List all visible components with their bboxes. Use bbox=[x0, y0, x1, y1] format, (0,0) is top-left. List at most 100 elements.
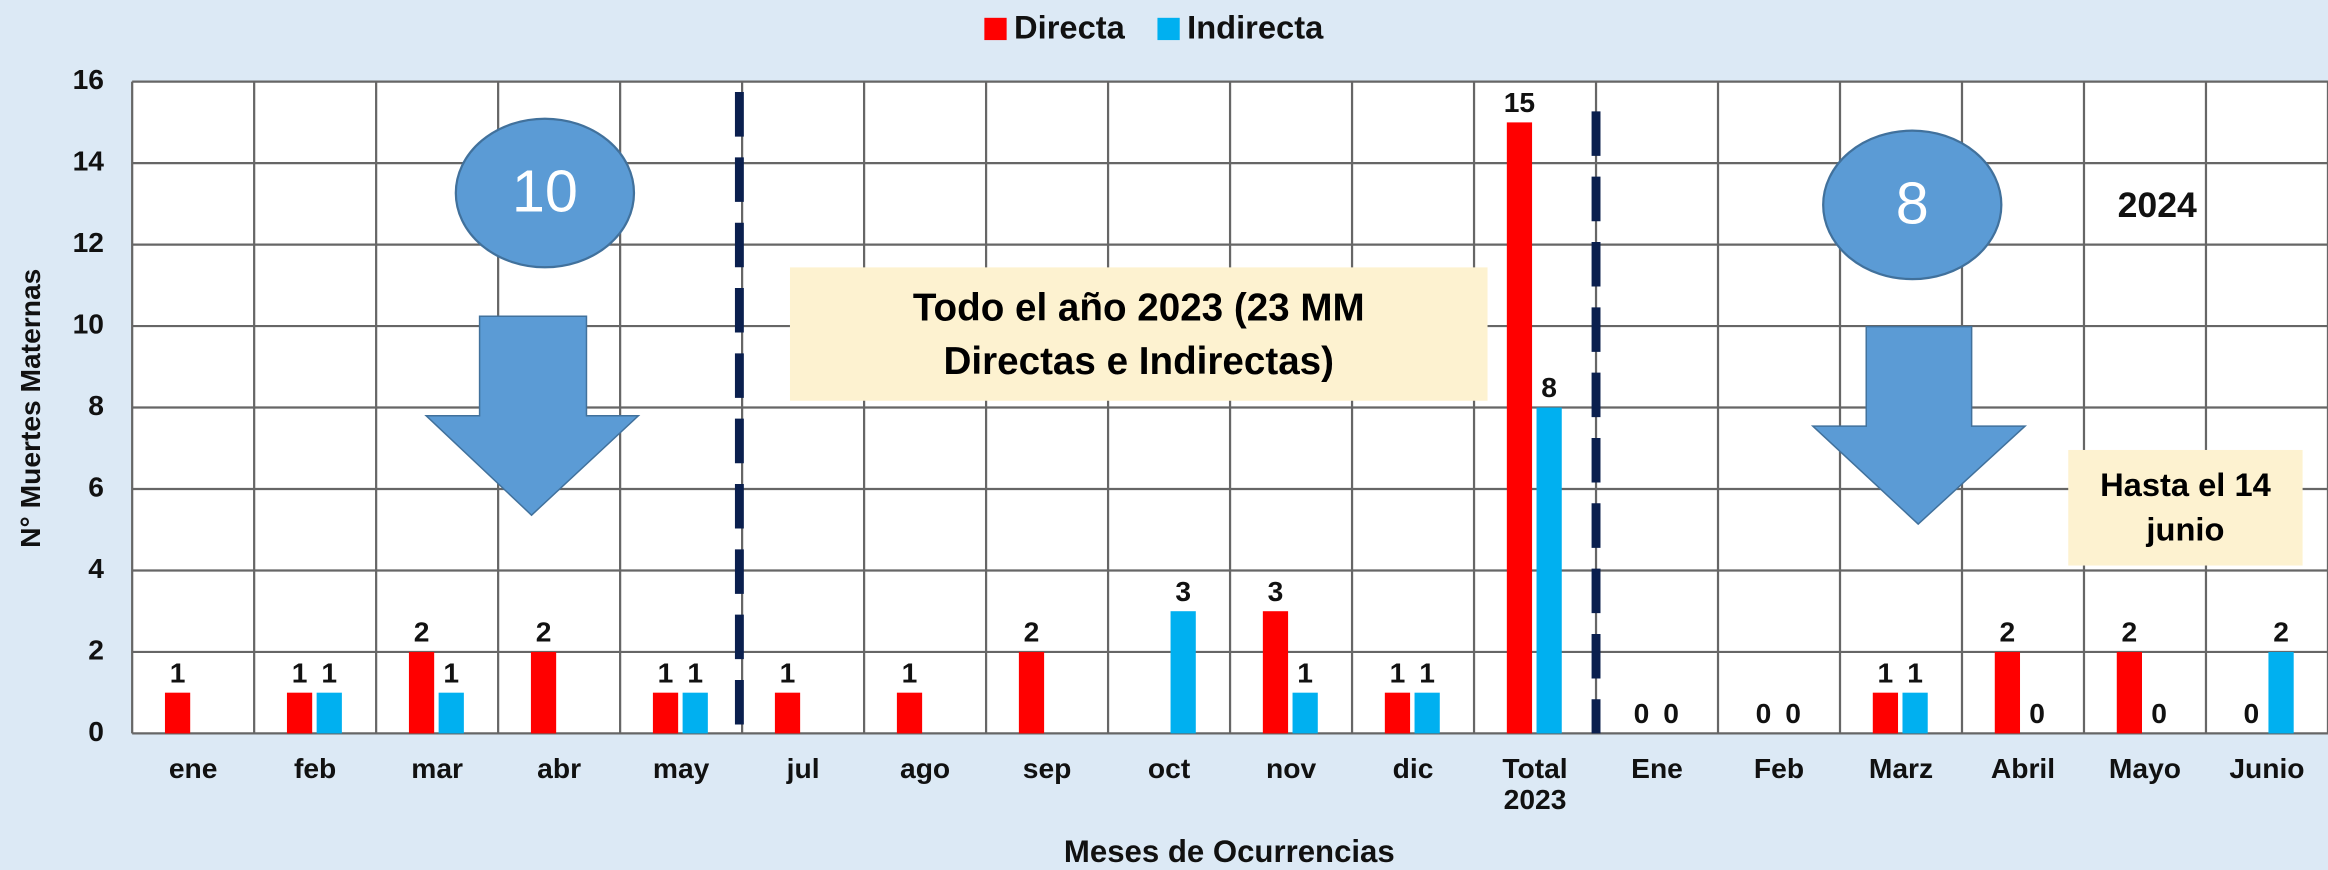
value-label: 1 bbox=[170, 656, 186, 688]
value-label: 0 bbox=[2244, 697, 2260, 729]
value-label: 0 bbox=[2029, 697, 2045, 729]
x-tick-label: mar bbox=[411, 754, 463, 786]
legend-swatch bbox=[984, 17, 1007, 41]
bar bbox=[682, 692, 708, 734]
bar bbox=[1536, 407, 1562, 734]
x-tick-label: Junio bbox=[2229, 754, 2305, 786]
value-label: 1 bbox=[1907, 656, 1923, 688]
x-tick: ene bbox=[168, 754, 218, 786]
annotation: 10 bbox=[512, 158, 578, 225]
x-tick-label: jul bbox=[786, 754, 820, 786]
bar bbox=[286, 692, 313, 734]
bar bbox=[1018, 651, 1045, 734]
x-tick: Ene bbox=[1631, 754, 1683, 786]
bar bbox=[1292, 692, 1318, 734]
x-tick-label: Marz bbox=[1868, 754, 1934, 786]
value-label: 1 bbox=[780, 656, 796, 688]
value-label: 2 bbox=[1024, 616, 1040, 648]
value-label: 1 bbox=[321, 656, 337, 688]
x-tick: sep bbox=[1022, 754, 1072, 786]
x-tick-label: feb bbox=[293, 754, 337, 786]
note-box: Hasta el 14 junio bbox=[2068, 449, 2303, 566]
x-tick: oct bbox=[1147, 754, 1191, 786]
bar bbox=[2116, 651, 2143, 734]
value-label: 2 bbox=[536, 616, 552, 648]
value-label: 1 bbox=[1878, 656, 1894, 688]
x-tick-label: sep bbox=[1022, 754, 1072, 786]
x-tick: mar bbox=[411, 754, 463, 786]
x-tick-label: oct bbox=[1147, 754, 1191, 786]
x-tick: Abril bbox=[1990, 754, 2056, 786]
arrow bbox=[1810, 325, 2028, 526]
annotation: 2024 bbox=[2118, 185, 2197, 225]
value-label: 2 bbox=[2000, 616, 2016, 648]
value-label: 3 bbox=[1268, 575, 1284, 607]
x-tick-label: Total 2023 bbox=[1502, 754, 1568, 817]
value-label: 1 bbox=[687, 656, 703, 688]
x-tick-label: ago bbox=[900, 754, 951, 786]
x-tick: feb bbox=[293, 754, 337, 786]
x-tick: jul bbox=[786, 754, 820, 786]
note: Todo el año 2023 (23 MM Directas e Indir… bbox=[789, 267, 1488, 401]
x-tick: Feb bbox=[1753, 754, 1805, 786]
bar bbox=[408, 651, 435, 734]
value-label: 1 bbox=[1297, 656, 1313, 688]
bar bbox=[316, 692, 342, 734]
y-tick-label: 14 bbox=[73, 145, 105, 177]
y-tick-label: 10 bbox=[73, 308, 104, 340]
value-label: 1 bbox=[902, 656, 918, 688]
x-tick-label: Ene bbox=[1631, 754, 1683, 786]
value-label: 0 bbox=[2151, 697, 2167, 729]
bar bbox=[1170, 611, 1196, 734]
value-label: 2 bbox=[2273, 616, 2289, 648]
x-tick-label: Feb bbox=[1753, 754, 1805, 786]
y-tick-label: 16 bbox=[73, 63, 104, 95]
x-tick-label: nov bbox=[1265, 754, 1317, 786]
value-label: 3 bbox=[1175, 575, 1191, 607]
bubble bbox=[1822, 129, 2003, 281]
legend-swatch bbox=[1157, 17, 1180, 41]
legend-label: Indirecta bbox=[1187, 8, 1324, 45]
bar bbox=[2268, 651, 2294, 734]
value-label: 2 bbox=[2122, 616, 2138, 648]
x-axis-label: Meses de Ocurrencias bbox=[1064, 834, 1395, 869]
x-tick-label: Mayo bbox=[2108, 754, 2182, 786]
x-tick-label: dic bbox=[1392, 754, 1434, 786]
x-tick: ago bbox=[900, 754, 951, 786]
legend-label: Directa bbox=[1014, 8, 1126, 45]
x-tick-label: ene bbox=[168, 754, 218, 786]
y-tick-label: 2 bbox=[88, 633, 104, 665]
y-axis-label: N° Muertes Maternas bbox=[14, 269, 46, 548]
note-box: Todo el año 2023 (23 MM Directas e Indir… bbox=[789, 267, 1488, 401]
bar bbox=[1262, 611, 1289, 734]
x-tick: Total 2023 bbox=[1502, 754, 1568, 817]
value-label: 0 bbox=[1663, 697, 1679, 729]
value-label: 15 bbox=[1504, 86, 1535, 118]
x-tick-label: Abril bbox=[1990, 754, 2056, 786]
y-tick-label: 8 bbox=[88, 389, 104, 421]
value-label: 0 bbox=[1785, 697, 1801, 729]
bar bbox=[1872, 692, 1899, 734]
value-label: 2 bbox=[414, 616, 430, 648]
value-label: 1 bbox=[1390, 656, 1406, 688]
x-tick-label: may bbox=[652, 754, 710, 786]
arrow bbox=[424, 315, 641, 517]
bar bbox=[652, 692, 679, 734]
value-label: 1 bbox=[1419, 656, 1435, 688]
x-tick: abr bbox=[537, 754, 581, 785]
value-label: 1 bbox=[658, 656, 674, 688]
value-label: 1 bbox=[292, 656, 308, 688]
x-tick: Mayo bbox=[2108, 754, 2182, 786]
value-label: 0 bbox=[1634, 697, 1650, 729]
bar bbox=[1384, 692, 1411, 734]
bar bbox=[896, 692, 923, 734]
x-tick: Junio bbox=[2229, 754, 2305, 786]
bar bbox=[774, 692, 801, 734]
y-tick-label: 4 bbox=[88, 552, 104, 584]
bar bbox=[1902, 692, 1928, 734]
y-tick-label: 12 bbox=[73, 226, 104, 258]
bar bbox=[1414, 692, 1440, 734]
